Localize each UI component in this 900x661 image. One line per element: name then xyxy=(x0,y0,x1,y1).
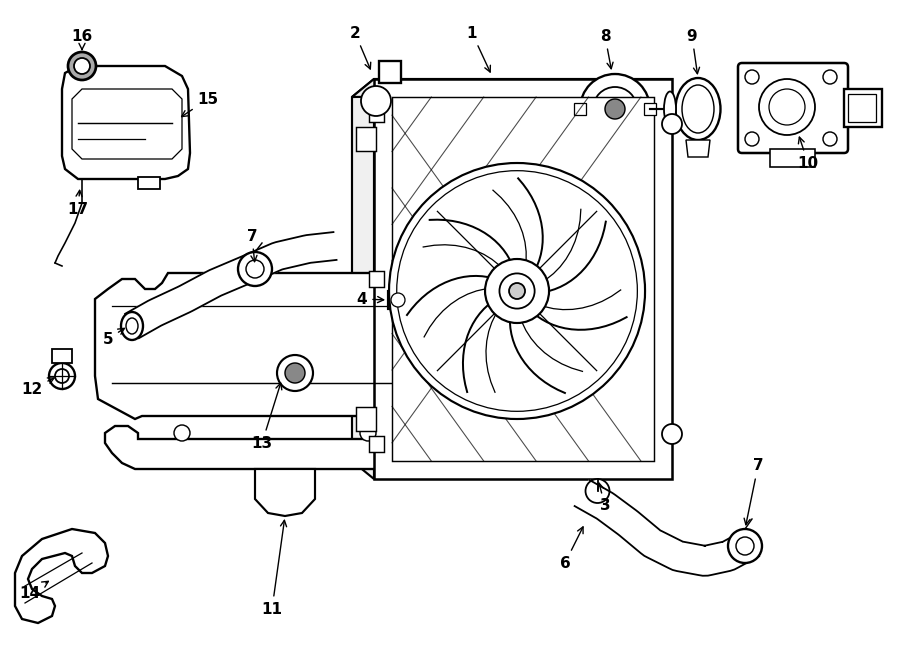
Circle shape xyxy=(49,363,75,389)
Circle shape xyxy=(509,283,525,299)
FancyBboxPatch shape xyxy=(574,103,586,115)
Polygon shape xyxy=(574,480,759,576)
Circle shape xyxy=(391,293,405,307)
Ellipse shape xyxy=(121,312,143,340)
Text: 2: 2 xyxy=(349,26,371,69)
Text: 7: 7 xyxy=(744,459,763,525)
Ellipse shape xyxy=(676,78,721,140)
Circle shape xyxy=(55,369,69,383)
FancyBboxPatch shape xyxy=(844,89,882,127)
Circle shape xyxy=(745,132,759,146)
FancyBboxPatch shape xyxy=(770,149,815,167)
Text: 16: 16 xyxy=(71,28,93,50)
FancyBboxPatch shape xyxy=(848,94,876,122)
Polygon shape xyxy=(95,273,455,469)
Text: 15: 15 xyxy=(182,91,219,116)
Polygon shape xyxy=(356,407,376,431)
Polygon shape xyxy=(125,232,337,338)
Text: 4: 4 xyxy=(356,292,383,307)
Polygon shape xyxy=(72,89,182,159)
FancyBboxPatch shape xyxy=(369,436,384,452)
Circle shape xyxy=(397,171,637,411)
Circle shape xyxy=(580,74,650,144)
Text: 1: 1 xyxy=(467,26,491,72)
Circle shape xyxy=(74,58,90,74)
Text: 17: 17 xyxy=(68,190,88,217)
Circle shape xyxy=(823,132,837,146)
Circle shape xyxy=(361,86,391,116)
Circle shape xyxy=(485,259,549,323)
Circle shape xyxy=(360,425,376,441)
Text: 11: 11 xyxy=(262,520,286,617)
FancyBboxPatch shape xyxy=(369,106,384,122)
Polygon shape xyxy=(352,79,374,479)
Text: 12: 12 xyxy=(22,378,54,397)
Circle shape xyxy=(285,363,305,383)
Circle shape xyxy=(745,70,759,84)
Circle shape xyxy=(277,355,313,391)
Text: 13: 13 xyxy=(251,383,282,451)
FancyBboxPatch shape xyxy=(388,291,410,309)
Circle shape xyxy=(662,114,682,134)
Circle shape xyxy=(174,425,190,441)
Polygon shape xyxy=(352,79,672,97)
Ellipse shape xyxy=(682,85,714,133)
Circle shape xyxy=(68,52,96,80)
Text: 9: 9 xyxy=(687,28,699,74)
Polygon shape xyxy=(15,529,108,623)
Circle shape xyxy=(662,424,682,444)
Polygon shape xyxy=(356,127,376,151)
Text: 14: 14 xyxy=(20,581,49,600)
Circle shape xyxy=(500,274,535,309)
Circle shape xyxy=(605,99,625,119)
Text: 3: 3 xyxy=(598,483,610,514)
Polygon shape xyxy=(374,79,672,479)
Text: 10: 10 xyxy=(797,137,819,171)
Circle shape xyxy=(769,89,805,125)
Ellipse shape xyxy=(126,318,138,334)
Ellipse shape xyxy=(664,91,676,126)
FancyBboxPatch shape xyxy=(738,63,848,153)
FancyBboxPatch shape xyxy=(369,271,384,287)
Circle shape xyxy=(389,163,645,419)
Circle shape xyxy=(736,537,754,555)
Text: 7: 7 xyxy=(247,229,257,262)
Circle shape xyxy=(238,252,272,286)
Text: 6: 6 xyxy=(560,527,583,570)
FancyBboxPatch shape xyxy=(644,103,656,115)
Circle shape xyxy=(823,70,837,84)
Text: 8: 8 xyxy=(599,28,613,69)
Circle shape xyxy=(593,87,637,131)
FancyBboxPatch shape xyxy=(138,177,160,189)
Circle shape xyxy=(586,479,609,503)
FancyBboxPatch shape xyxy=(392,97,654,461)
Circle shape xyxy=(728,529,762,563)
Polygon shape xyxy=(255,469,315,516)
Circle shape xyxy=(246,260,264,278)
Polygon shape xyxy=(62,66,190,179)
Circle shape xyxy=(759,79,815,135)
FancyBboxPatch shape xyxy=(379,61,401,83)
Polygon shape xyxy=(686,140,710,157)
FancyBboxPatch shape xyxy=(52,349,72,363)
Text: 5: 5 xyxy=(103,329,124,346)
